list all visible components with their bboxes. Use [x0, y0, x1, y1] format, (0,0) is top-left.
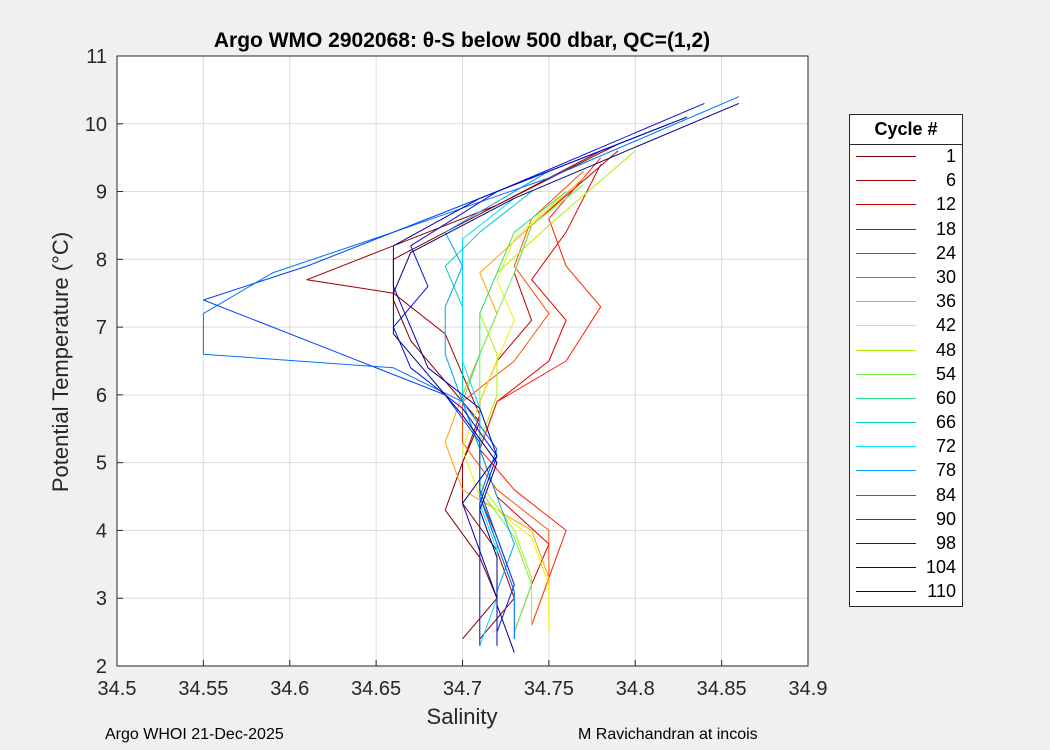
legend-label: 42 — [935, 315, 956, 336]
legend-item-110: 110 — [850, 580, 962, 604]
legend-item-66: 66 — [850, 411, 962, 435]
legend-label: 84 — [935, 484, 956, 505]
x-tick-label: 34.75 — [524, 678, 574, 700]
legend-item-104: 104 — [850, 556, 962, 580]
legend-label: 104 — [925, 557, 956, 578]
legend-swatch — [856, 567, 916, 569]
legend-title: Cycle # — [850, 115, 962, 145]
legend-item-30: 30 — [850, 266, 962, 290]
legend-swatch — [856, 228, 916, 230]
y-tick-label: 2 — [96, 656, 107, 678]
legend-item-42: 42 — [850, 314, 962, 338]
x-axis-label: Salinity — [427, 704, 498, 729]
legend-label: 12 — [935, 194, 956, 215]
legend-swatch — [856, 373, 916, 375]
legend-label: 78 — [935, 460, 956, 481]
legend-item-18: 18 — [850, 218, 962, 242]
legend-item-90: 90 — [850, 508, 962, 532]
legend-label: 6 — [945, 170, 956, 191]
legend-items: 1 6 12 18 24 30 36 42 48 54 60 66 72 78 84 90 98 104 110 — [850, 145, 962, 605]
footer-source: Argo WHOI 21-Dec-2025 — [105, 726, 284, 743]
legend-swatch — [856, 543, 916, 544]
x-tick-label: 34.6 — [270, 678, 309, 700]
legend-swatch — [856, 156, 916, 157]
legend-item-84: 84 — [850, 484, 962, 508]
legend-swatch — [856, 349, 916, 351]
footer-author: M Ravichandran at incois — [578, 726, 758, 743]
y-tick-label: 11 — [86, 46, 107, 68]
ticks-group: 34.5 34.55 34.6 34.65 34.7 34.75 34.8 34.85 34.9… — [85, 46, 828, 700]
y-tick-label: 7 — [96, 317, 107, 339]
y-tick-label: 3 — [96, 588, 107, 610]
legend-label: 72 — [935, 436, 956, 457]
legend-item-24: 24 — [850, 242, 962, 266]
y-tick-label: 9 — [96, 182, 107, 204]
legend-swatch — [856, 301, 916, 303]
series-line-110 — [392, 102, 740, 653]
legend-item-60: 60 — [850, 387, 962, 411]
legend-label: 110 — [927, 581, 956, 602]
series-line-54 — [479, 184, 584, 633]
series-line-98 — [392, 102, 705, 646]
chart-title: Argo WMO 2902068: θ-S below 500 dbar, QC… — [214, 29, 710, 52]
y-axis-label: Potential Temperature (°C) — [48, 232, 73, 492]
legend-swatch — [856, 397, 916, 399]
y-tick-label: 8 — [96, 249, 107, 271]
legend-swatch — [856, 591, 916, 593]
legend-swatch — [856, 518, 916, 520]
legend-swatch — [856, 494, 916, 496]
legend-item-72: 72 — [850, 435, 962, 459]
legend-item-1: 1 — [850, 145, 962, 169]
x-tick-label: 34.8 — [616, 678, 655, 700]
legend-swatch — [856, 422, 916, 424]
legend-swatch — [856, 325, 916, 327]
legend-label: 1 — [945, 146, 956, 166]
legend-label: 36 — [935, 291, 956, 312]
x-tick-label: 34.65 — [351, 678, 401, 700]
legend-label: 90 — [935, 508, 956, 529]
series-line-104 — [392, 116, 688, 646]
legend-item-54: 54 — [850, 363, 962, 387]
series-group — [202, 96, 740, 653]
legend-item-48: 48 — [850, 339, 962, 363]
legend-swatch — [856, 204, 916, 206]
legend: Cycle # 1 6 12 18 24 30 36 42 48 54 60 66 72 78 84 90 98… — [849, 114, 963, 607]
legend-item-6: 6 — [850, 169, 962, 193]
legend-label: 98 — [935, 533, 956, 553]
legend-item-98: 98 — [850, 532, 962, 556]
legend-item-78: 78 — [850, 459, 962, 483]
legend-label: 48 — [935, 339, 956, 360]
legend-label: 18 — [935, 218, 956, 239]
x-tick-label: 34.9 — [789, 678, 828, 700]
x-tick-label: 34.7 — [443, 678, 482, 700]
series-line-24 — [479, 157, 602, 626]
legend-label: 54 — [935, 363, 956, 384]
y-tick-label: 5 — [96, 453, 107, 475]
legend-label: 60 — [935, 387, 956, 408]
legend-item-36: 36 — [850, 290, 962, 314]
legend-label: 30 — [935, 266, 956, 287]
x-tick-label: 34.85 — [697, 678, 747, 700]
legend-swatch — [856, 180, 916, 182]
legend-label: 24 — [935, 242, 956, 263]
legend-label: 66 — [935, 412, 956, 433]
y-tick-label: 6 — [96, 385, 107, 407]
legend-swatch — [856, 252, 916, 254]
legend-item-12: 12 — [850, 193, 962, 217]
series-line-48 — [479, 150, 636, 626]
x-tick-label: 34.5 — [98, 678, 137, 700]
legend-swatch — [856, 446, 916, 448]
y-tick-label: 10 — [85, 114, 107, 136]
x-tick-label: 34.55 — [178, 678, 228, 700]
legend-swatch — [856, 276, 916, 278]
y-tick-label: 4 — [96, 520, 107, 542]
legend-swatch — [856, 470, 916, 472]
